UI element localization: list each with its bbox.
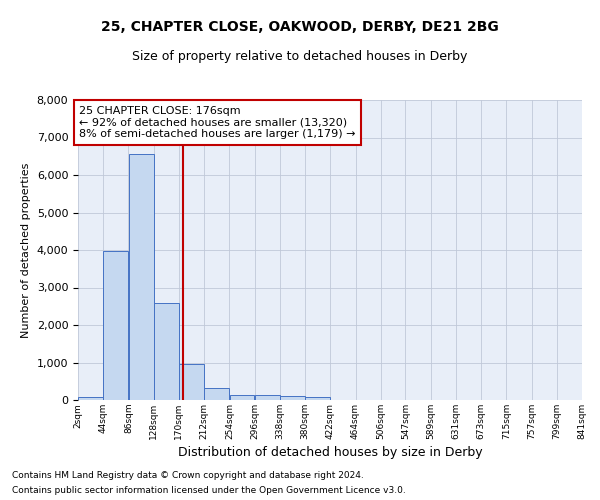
Bar	[128, 154, 154, 400]
Bar	[255, 395, 280, 400]
Bar	[305, 398, 330, 400]
Bar	[230, 394, 254, 400]
Y-axis label: Number of detached properties: Number of detached properties	[21, 162, 31, 338]
Bar	[280, 396, 305, 400]
Bar	[78, 397, 103, 400]
Bar	[154, 302, 179, 400]
Text: Contains HM Land Registry data © Crown copyright and database right 2024.: Contains HM Land Registry data © Crown c…	[12, 471, 364, 480]
Text: Contains public sector information licensed under the Open Government Licence v3: Contains public sector information licen…	[12, 486, 406, 495]
Text: 25 CHAPTER CLOSE: 176sqm
← 92% of detached houses are smaller (13,320)
8% of sem: 25 CHAPTER CLOSE: 176sqm ← 92% of detach…	[79, 106, 356, 139]
Text: Size of property relative to detached houses in Derby: Size of property relative to detached ho…	[133, 50, 467, 63]
X-axis label: Distribution of detached houses by size in Derby: Distribution of detached houses by size …	[178, 446, 482, 459]
Text: 25, CHAPTER CLOSE, OAKWOOD, DERBY, DE21 2BG: 25, CHAPTER CLOSE, OAKWOOD, DERBY, DE21 …	[101, 20, 499, 34]
Bar	[103, 251, 128, 400]
Bar	[179, 364, 204, 400]
Bar	[204, 388, 229, 400]
